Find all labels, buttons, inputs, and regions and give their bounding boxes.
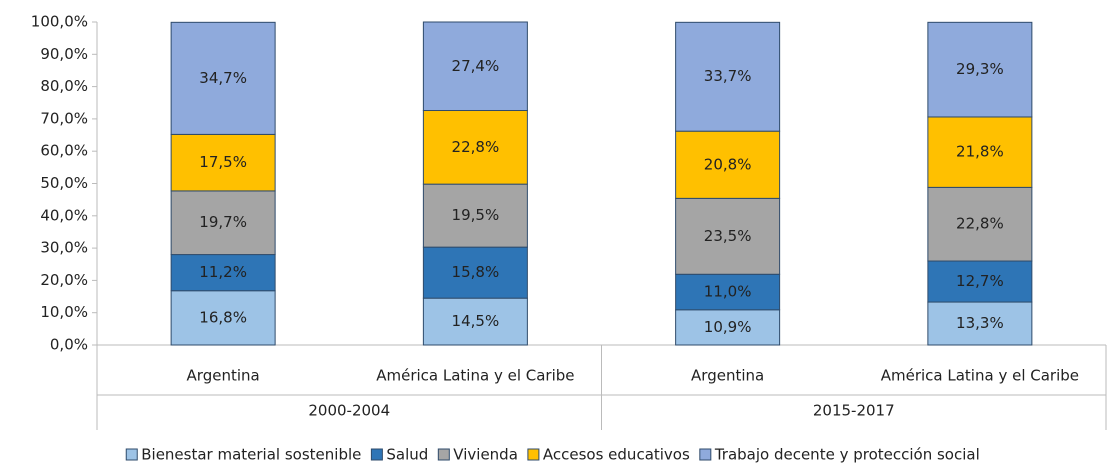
data-label: 11,0%	[704, 283, 752, 301]
data-label: 27,4%	[452, 57, 500, 75]
bar-segment	[170, 133, 276, 192]
bar-segment	[170, 290, 276, 346]
data-label: 22,8%	[956, 215, 1004, 233]
data-label: 19,5%	[452, 206, 500, 224]
data-label: 13,3%	[956, 314, 1004, 332]
y-tick-label: 40,0%	[40, 206, 88, 224]
data-label: 22,8%	[452, 138, 500, 156]
y-tick-label: 60,0%	[40, 142, 88, 160]
y-tick-label: 50,0%	[40, 174, 88, 192]
legend-swatch	[370, 448, 383, 461]
legend-label: Vivienda	[453, 446, 518, 464]
data-label: 21,8%	[956, 143, 1004, 161]
y-tick-label: 20,0%	[40, 271, 88, 289]
bar-segment	[422, 110, 528, 185]
data-label: 17,5%	[199, 153, 247, 171]
data-label: 10,9%	[704, 318, 752, 336]
x-tick-label: Argentina	[691, 367, 764, 385]
legend-label: Bienestar material sostenible	[141, 446, 361, 464]
bar-segment	[675, 21, 781, 132]
data-label: 12,7%	[956, 272, 1004, 290]
data-label: 34,7%	[199, 69, 247, 87]
bar-segment	[927, 186, 1033, 262]
bar-segment	[170, 21, 276, 135]
legend-swatch	[699, 448, 712, 461]
y-tick-label: 10,0%	[40, 303, 88, 321]
bar-segment	[675, 130, 781, 199]
group-label: 2000-2004	[308, 402, 390, 420]
data-label: 29,3%	[956, 60, 1004, 78]
data-label: 16,8%	[199, 308, 247, 326]
legend-swatch	[437, 448, 450, 461]
data-label: 23,5%	[704, 227, 752, 245]
y-tick-label: 0,0%	[50, 336, 88, 354]
bar-segment	[927, 116, 1033, 188]
legend-label: Salud	[386, 446, 428, 464]
x-tick-label: Argentina	[187, 367, 260, 385]
x-tick-label: América Latina y el Caribe	[881, 367, 1079, 385]
data-label: 19,7%	[199, 213, 247, 231]
bar-segment	[675, 273, 781, 311]
bar-segment	[927, 21, 1033, 118]
y-tick-label: 80,0%	[40, 77, 88, 95]
bar-segment	[927, 260, 1033, 303]
data-label: 14,5%	[452, 312, 500, 330]
data-label: 33,7%	[704, 67, 752, 85]
legend-swatch	[125, 448, 138, 461]
group-label: 2015-2017	[813, 402, 895, 420]
y-tick-label: 70,0%	[40, 109, 88, 127]
bar-segment	[422, 183, 528, 248]
bar-segment	[422, 21, 528, 112]
legend-swatch	[527, 448, 540, 461]
legend-label: Trabajo decente y protección social	[714, 446, 980, 464]
y-tick-label: 90,0%	[40, 45, 88, 63]
bar-segment	[675, 309, 781, 346]
y-tick-label: 100,0%	[31, 13, 88, 31]
bar-segment	[170, 254, 276, 292]
bar-segment	[170, 190, 276, 256]
data-label: 15,8%	[452, 263, 500, 281]
y-tick-label: 30,0%	[40, 239, 88, 257]
bar-segment	[927, 301, 1033, 346]
data-label: 20,8%	[704, 155, 752, 173]
legend-label: Accesos educativos	[543, 446, 690, 464]
x-tick-label: América Latina y el Caribe	[376, 367, 574, 385]
bar-segment	[675, 197, 781, 275]
bar-segment	[422, 297, 528, 346]
data-label: 11,2%	[199, 263, 247, 281]
